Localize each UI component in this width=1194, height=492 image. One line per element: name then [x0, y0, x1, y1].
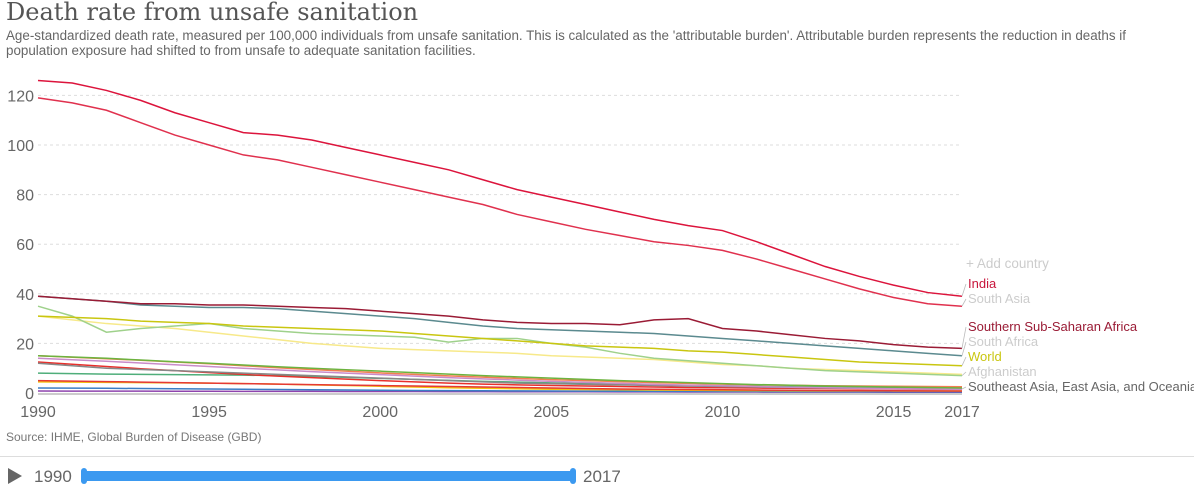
- timeline-slider[interactable]: [82, 471, 576, 481]
- timeline-end-year: 2017: [583, 467, 621, 486]
- divider: [0, 456, 1194, 457]
- label-connector: [961, 371, 967, 376]
- y-tick-label: 80: [16, 188, 34, 205]
- y-tick-label: 0: [25, 386, 34, 403]
- timeline-end-handle[interactable]: [570, 468, 576, 484]
- label-connector: [961, 326, 967, 349]
- y-tick-label: 120: [7, 88, 34, 105]
- y-tick-label: 20: [16, 336, 34, 353]
- series-line: [37, 387, 962, 393]
- series-line: [37, 79, 963, 298]
- y-tick-label: 40: [16, 287, 34, 304]
- source-note: Source: IHME, Global Burden of Disease (…: [6, 430, 262, 444]
- series-line: [37, 315, 963, 367]
- series-line: [37, 305, 963, 377]
- x-tick-label: 1995: [191, 404, 227, 421]
- series-label: India: [968, 276, 997, 291]
- x-tick-label: 2015: [876, 404, 912, 421]
- label-connector: [961, 298, 967, 307]
- y-tick-label: 60: [16, 237, 34, 254]
- x-tick-label: 2000: [362, 404, 398, 421]
- series-line: [37, 295, 963, 357]
- line-chart: 0 20 40 60 80 100 120 1990 1995 2000 2005 2010 2015 2…: [7, 79, 1194, 421]
- add-country-button[interactable]: + Add country: [966, 256, 1049, 271]
- series-line: [37, 97, 963, 307]
- x-tick-label: 2017: [944, 404, 980, 421]
- x-tick-label: 2010: [705, 404, 741, 421]
- series-label: South Asia: [968, 291, 1031, 306]
- x-tick-label: 1990: [20, 404, 56, 421]
- play-icon[interactable]: [8, 468, 22, 484]
- series-label: World: [968, 349, 1002, 364]
- chart-subtitle: Age-standardized death rate, measured pe…: [6, 28, 1126, 58]
- label-connector: [961, 386, 967, 390]
- series-line: [37, 295, 963, 350]
- series-label: Afghanistan: [968, 364, 1037, 379]
- series-label: South Africa: [968, 334, 1039, 349]
- series-label: Southern Sub-Saharan Africa: [968, 319, 1138, 334]
- label-connector: [961, 283, 967, 297]
- series-line: [37, 355, 963, 389]
- y-tick-label: 100: [7, 138, 34, 155]
- x-tick-label: 2005: [534, 404, 570, 421]
- label-connector: [961, 341, 967, 356]
- series-label: Southeast Asia, East Asia, and Oceania: [968, 379, 1194, 394]
- timeline-start-handle[interactable]: [81, 468, 87, 484]
- label-connector: [961, 356, 967, 366]
- series-line: [37, 379, 963, 392]
- series-line: [37, 357, 963, 391]
- timeline-start-year: 1990: [34, 467, 72, 486]
- chart-title: Death rate from unsafe sanitation: [6, 0, 419, 26]
